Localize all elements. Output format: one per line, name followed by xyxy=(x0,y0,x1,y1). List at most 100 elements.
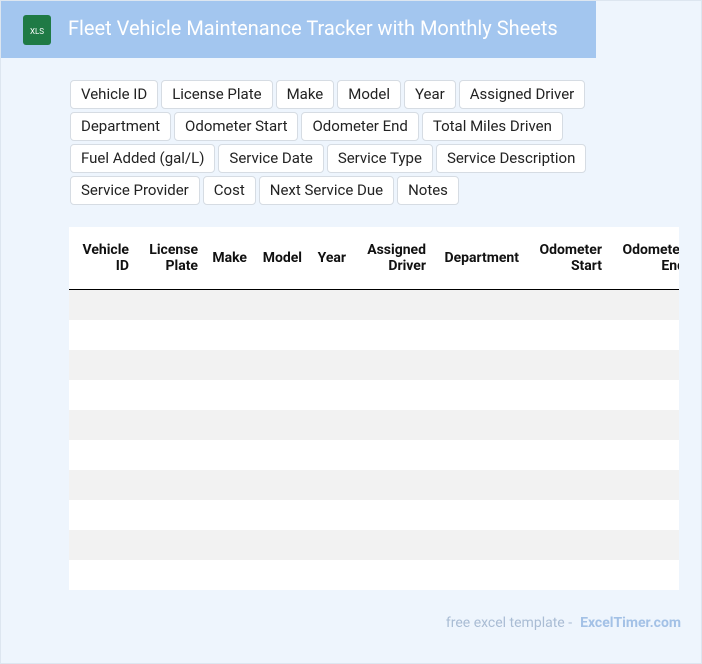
field-chip[interactable]: Total Miles Driven xyxy=(421,112,563,141)
table-cell xyxy=(308,380,352,410)
field-chip[interactable]: Cost xyxy=(202,176,256,205)
table-cell xyxy=(432,440,525,470)
field-chip[interactable]: Odometer End xyxy=(301,112,419,141)
table-cell xyxy=(308,350,352,380)
table-cell xyxy=(352,410,432,440)
table-cell xyxy=(253,380,308,410)
table-cell xyxy=(204,410,253,440)
table-cell xyxy=(204,530,253,560)
data-table: Vehicle ID License Plate Make Model Year Assi… xyxy=(69,227,679,590)
header-row: Vehicle ID License Plate Make Model Year Assi… xyxy=(69,227,679,290)
column-header: Year xyxy=(308,227,352,290)
table-cell xyxy=(204,380,253,410)
table-cell xyxy=(525,440,608,470)
table-cell xyxy=(204,440,253,470)
table-cell xyxy=(525,560,608,590)
table-cell xyxy=(308,440,352,470)
table-row xyxy=(69,289,679,320)
table-cell xyxy=(608,530,679,560)
field-chip[interactable]: Service Type xyxy=(326,144,433,173)
table-cell xyxy=(308,289,352,320)
table-row xyxy=(69,410,679,440)
table-cell xyxy=(135,350,204,380)
table-cell xyxy=(525,410,608,440)
table-cell xyxy=(204,320,253,350)
field-chip[interactable]: Next Service Due xyxy=(258,176,395,205)
table-cell xyxy=(608,440,679,470)
table-cell xyxy=(432,380,525,410)
table-cell xyxy=(308,530,352,560)
table-cell xyxy=(204,560,253,590)
table-cell xyxy=(308,500,352,530)
column-header: License Plate xyxy=(135,227,204,290)
table-cell xyxy=(69,560,135,590)
column-header: Department xyxy=(432,227,525,290)
table-row xyxy=(69,440,679,470)
field-chip[interactable]: Model xyxy=(337,80,401,109)
field-chip[interactable]: License Plate xyxy=(161,80,273,109)
field-chip[interactable]: Assigned Driver xyxy=(458,80,586,109)
table-cell xyxy=(525,320,608,350)
table-cell xyxy=(608,350,679,380)
column-header: Vehicle ID xyxy=(69,227,135,290)
table-cell xyxy=(432,530,525,560)
table-cell xyxy=(352,380,432,410)
table-cell xyxy=(135,500,204,530)
table-cell xyxy=(135,530,204,560)
file-icon: XLS xyxy=(23,15,51,45)
table-cell xyxy=(135,410,204,440)
table-cell xyxy=(308,320,352,350)
field-chip[interactable]: Odometer Start xyxy=(174,112,299,141)
header-bar: XLS Fleet Vehicle Maintenance Tracker wi… xyxy=(1,1,596,58)
table-cell xyxy=(135,470,204,500)
table-row xyxy=(69,530,679,560)
table-cell xyxy=(253,500,308,530)
table-cell xyxy=(525,350,608,380)
footer-text: free excel template - xyxy=(445,615,573,631)
table-cell xyxy=(204,289,253,320)
footer-link[interactable]: ExcelTimer.com xyxy=(580,615,681,631)
table-cell xyxy=(432,470,525,500)
table-cell xyxy=(608,410,679,440)
table-cell xyxy=(352,440,432,470)
table-cell xyxy=(608,470,679,500)
table-row xyxy=(69,380,679,410)
table-row xyxy=(69,320,679,350)
table-cell xyxy=(253,410,308,440)
table-cell xyxy=(69,440,135,470)
table-cell xyxy=(608,320,679,350)
table-cell xyxy=(69,350,135,380)
table-row xyxy=(69,560,679,590)
page-title: Fleet Vehicle Maintenance Tracker with M… xyxy=(68,16,558,40)
table-cell xyxy=(352,560,432,590)
field-chip[interactable]: Service Description xyxy=(435,144,587,173)
field-chip[interactable]: Vehicle ID xyxy=(70,80,159,109)
field-chip[interactable]: Department xyxy=(70,112,172,141)
table-cell xyxy=(135,560,204,590)
table-cell xyxy=(69,289,135,320)
field-chip[interactable]: Service Date xyxy=(218,144,324,173)
table-cell xyxy=(253,320,308,350)
table-cell xyxy=(432,410,525,440)
table-cell xyxy=(308,410,352,440)
field-chip[interactable]: Service Provider xyxy=(70,176,200,205)
table-cell xyxy=(525,530,608,560)
field-chip[interactable]: Year xyxy=(403,80,456,109)
table-cell xyxy=(608,380,679,410)
column-header: Model xyxy=(253,227,308,290)
table-cell xyxy=(135,320,204,350)
table-cell xyxy=(525,289,608,320)
field-chip[interactable]: Make xyxy=(275,80,335,109)
column-header: Assigned Driver xyxy=(352,227,432,290)
column-header: Make xyxy=(204,227,253,290)
table-cell xyxy=(352,470,432,500)
field-chip[interactable]: Fuel Added (gal/L) xyxy=(70,144,216,173)
field-chip[interactable]: Notes xyxy=(397,176,459,205)
table-cell xyxy=(352,289,432,320)
table-cell xyxy=(69,530,135,560)
table-cell xyxy=(253,289,308,320)
table-cell xyxy=(308,560,352,590)
table-cell xyxy=(525,470,608,500)
table-cell xyxy=(525,380,608,410)
